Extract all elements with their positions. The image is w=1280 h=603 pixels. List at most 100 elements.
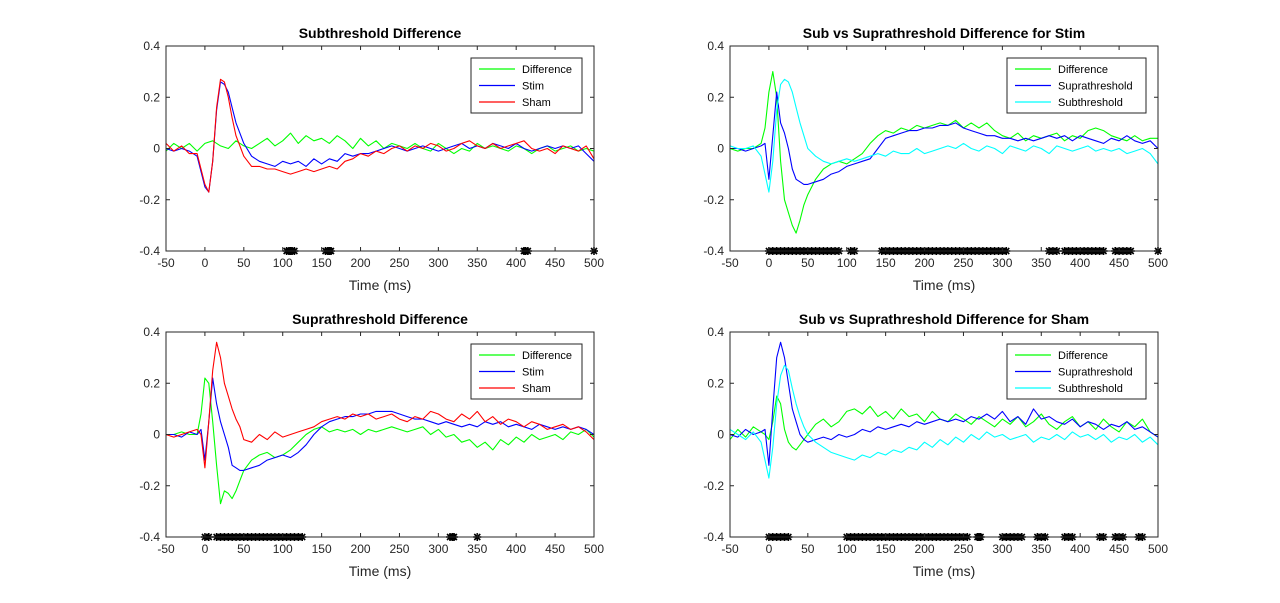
- chart-0-x-tick-label: 0: [202, 256, 209, 270]
- chart-0-legend-label: Stim: [522, 81, 544, 93]
- chart-0-series-stim-line: [166, 81, 594, 193]
- chart-2-y-tick-label: -0.4: [139, 530, 160, 544]
- chart-2-y-tick-label: 0.2: [143, 376, 160, 390]
- chart-1-x-tick-label: 350: [1031, 256, 1051, 270]
- chart-1-x-tick-label: -50: [721, 256, 739, 270]
- chart-2-series-sham-line: [166, 341, 594, 469]
- chart-2-x-tick-label: 50: [237, 542, 251, 556]
- chart-3-x-tick-label: 350: [1031, 542, 1051, 556]
- chart-1-x-tick-label: 500: [1148, 256, 1168, 270]
- chart-1-x-tick-label: 250: [953, 256, 973, 270]
- chart-0-x-tick-label: 450: [545, 256, 565, 270]
- chart-0-x-tick-label: -50: [157, 256, 175, 270]
- chart-3-x-tick-label: 300: [992, 542, 1012, 556]
- chart-1-x-tick-label: 0: [766, 256, 773, 270]
- chart-1-x-tick-label: 50: [801, 256, 815, 270]
- chart-3-x-tick-label: 150: [876, 542, 896, 556]
- chart-1-x-tick-label: 400: [1070, 256, 1090, 270]
- chart-1-legend-label: Suprathreshold: [1058, 81, 1133, 93]
- chart-1-y-tick-label: 0.4: [707, 39, 724, 53]
- chart-1-legend-label: Subthreshold: [1058, 97, 1123, 109]
- chart-0-x-tick-label: 400: [506, 256, 526, 270]
- chart-3-x-tick-label: 100: [837, 542, 857, 556]
- chart-0-legend: Difference Stim Sham: [470, 57, 583, 114]
- chart-1-series-suprathreshold-line: [730, 91, 1158, 185]
- chart-2-x-tick-label: 450: [545, 542, 565, 556]
- chart-1-x-axis-label: Time (ms): [913, 277, 975, 293]
- chart-3-legend: Difference Suprathreshold Subthreshold: [1006, 343, 1147, 400]
- chart-2-y-tick-label: -0.2: [139, 479, 160, 493]
- chart-2-x-tick-label: 0: [202, 542, 209, 556]
- chart-1-x-tick-label: 200: [915, 256, 935, 270]
- chart-0-title: Subthreshold Difference: [299, 25, 462, 41]
- chart-2-x-tick-label: 350: [467, 542, 487, 556]
- chart-0-y-tick-label: -0.2: [139, 193, 160, 207]
- chart-0-x-tick-label: 250: [389, 256, 409, 270]
- chart-3-y-tick-label: 0.4: [707, 325, 724, 339]
- chart-0-series-sham-line: [166, 78, 594, 193]
- chart-3-x-tick-label: 400: [1070, 542, 1090, 556]
- chart-3-x-tick-label: -50: [721, 542, 739, 556]
- chart-0-x-tick-label: 200: [351, 256, 371, 270]
- chart-2-legend-label: Difference: [522, 350, 572, 362]
- chart-2-x-tick-label: 200: [351, 542, 371, 556]
- chart-subthreshold-difference: Subthreshold Difference -50 0 50 100 150 200 25…: [139, 25, 604, 293]
- chart-3-x-tick-label: 200: [915, 542, 935, 556]
- chart-suprathreshold-difference: Suprathreshold Difference -50 0 50 100 150 200…: [139, 311, 604, 579]
- chart-0-legend-label: Sham: [522, 97, 551, 109]
- chart-3-legend-label: Suprathreshold: [1058, 367, 1133, 379]
- chart-1-x-tick-label: 150: [876, 256, 896, 270]
- chart-sub-vs-supra-stim: Sub vs Suprathreshold Difference for Sti…: [703, 25, 1168, 293]
- chart-2-x-tick-label: 150: [312, 542, 332, 556]
- chart-3-series-subthreshold-line: [730, 364, 1158, 479]
- chart-1-x-tick-label: 450: [1109, 256, 1129, 270]
- chart-3-title: Sub vs Suprathreshold Difference for Sha…: [799, 311, 1089, 327]
- chart-3-x-tick-label: 450: [1109, 542, 1129, 556]
- chart-3-x-tick-label: 500: [1148, 542, 1168, 556]
- chart-0-legend-label: Difference: [522, 64, 572, 76]
- chart-0-x-tick-label: 500: [584, 256, 604, 270]
- chart-3-x-tick-label: 250: [953, 542, 973, 556]
- chart-0-y-tick-label: 0.2: [143, 90, 160, 104]
- chart-3-y-tick-label: -0.2: [703, 479, 724, 493]
- chart-2-legend: Difference Stim Sham: [470, 343, 583, 400]
- chart-3-x-axis-label: Time (ms): [913, 563, 975, 579]
- chart-sub-vs-supra-sham: Sub vs Suprathreshold Difference for Sha…: [703, 311, 1168, 579]
- chart-2-x-axis-label: Time (ms): [349, 563, 411, 579]
- chart-2-legend-label: Sham: [522, 383, 551, 395]
- chart-2-x-tick-label: -50: [157, 542, 175, 556]
- chart-1-series-difference-line: [730, 71, 1158, 234]
- chart-3-series-suprathreshold-line: [730, 341, 1158, 466]
- chart-1-legend-label: Difference: [1058, 64, 1108, 76]
- chart-1-series-subthreshold-line: [730, 78, 1158, 193]
- chart-3-x-tick-label: 0: [766, 542, 773, 556]
- chart-1-title: Sub vs Suprathreshold Difference for Sti…: [803, 25, 1085, 41]
- chart-0-x-tick-label: 100: [273, 256, 293, 270]
- chart-1-x-tick-label: 300: [992, 256, 1012, 270]
- chart-1-x-tick-label: 100: [837, 256, 857, 270]
- chart-0-y-tick-label: 0: [153, 142, 160, 156]
- chart-0-y-tick-label: -0.4: [139, 244, 160, 258]
- chart-2-legend-label: Stim: [522, 367, 544, 379]
- chart-2-x-tick-label: 300: [428, 542, 448, 556]
- chart-2-title: Suprathreshold Difference: [292, 311, 468, 327]
- chart-0-x-tick-label: 50: [237, 256, 251, 270]
- chart-2-legend-box: [470, 343, 583, 400]
- chart-3-y-tick-label: 0.2: [707, 376, 724, 390]
- chart-2-x-tick-label: 400: [506, 542, 526, 556]
- chart-2-series-difference-line: [166, 377, 594, 505]
- chart-1-y-tick-label: 0.2: [707, 90, 724, 104]
- chart-0-y-tick-label: 0.4: [143, 39, 160, 53]
- chart-2-x-tick-label: 100: [273, 542, 293, 556]
- chart-3-y-tick-label: 0: [717, 428, 724, 442]
- chart-0-x-axis-label: Time (ms): [349, 277, 411, 293]
- chart-0-x-tick-label: 350: [467, 256, 487, 270]
- chart-1-y-tick-label: -0.4: [703, 244, 724, 258]
- chart-2-x-tick-label: 500: [584, 542, 604, 556]
- chart-2-y-tick-label: 0.4: [143, 325, 160, 339]
- chart-2-y-tick-label: 0: [153, 428, 160, 442]
- chart-3-legend-label: Difference: [1058, 350, 1108, 362]
- chart-0-x-tick-label: 300: [428, 256, 448, 270]
- chart-1-y-tick-label: 0: [717, 142, 724, 156]
